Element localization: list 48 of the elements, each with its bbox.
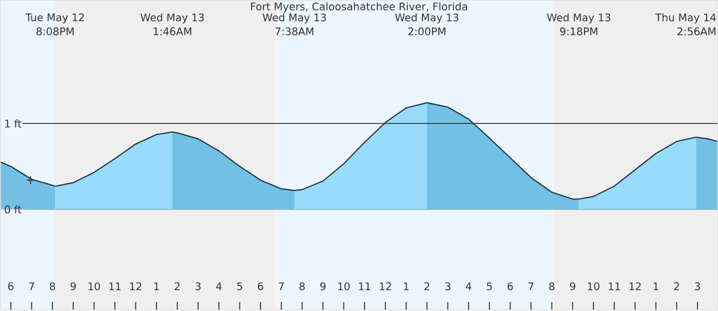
x-tick-label: 8	[549, 282, 554, 290]
annotation: Wed May 13	[140, 14, 204, 24]
x-tick-label: 7	[278, 282, 284, 290]
x-tick-label: 12	[130, 282, 142, 290]
x-tick-label: 11	[608, 282, 620, 290]
x-tick-label: 8	[50, 282, 56, 290]
x-tick-label: 6	[508, 282, 513, 290]
annotation: 8:08PM	[36, 28, 74, 36]
x-tick-label: 12	[630, 282, 641, 290]
x-tick-label: 3	[694, 282, 700, 290]
chart-title: Fort Myers, Caloosahatchee River, Florida	[251, 2, 468, 13]
x-tick-label: 9	[320, 282, 326, 290]
x-tick-label: 1	[404, 282, 409, 290]
x-tick-label: 10	[338, 282, 350, 290]
x-tick-label: 2	[174, 282, 180, 290]
annotation: Wed May 13	[395, 14, 458, 24]
annotation: Wed May 13	[262, 14, 326, 24]
x-tick-label: 6	[258, 282, 264, 290]
annotation: 2:56AM	[678, 28, 716, 36]
x-tick-label: 2	[674, 282, 679, 290]
x-tick-label: 5	[486, 282, 492, 290]
annotation: Wed May 13	[547, 14, 610, 24]
annotation: 9:18PM	[560, 28, 598, 36]
x-tick-label: 11	[109, 282, 121, 290]
x-tick-label: 11	[359, 282, 370, 290]
x-tick-label: 1	[154, 282, 159, 290]
annotation: 1:46AM	[154, 28, 192, 36]
x-tick-label: 8	[300, 282, 305, 290]
annotation: Tue May 12	[25, 14, 84, 24]
x-tick-label: 7	[29, 282, 34, 290]
y-tick-label: 1 ft	[5, 120, 22, 128]
x-tick-label: 3	[445, 282, 450, 290]
x-tick-label: 5	[237, 282, 242, 290]
x-tick-label: 10	[588, 282, 600, 290]
annotation: 2:00PM	[408, 28, 446, 36]
x-tick-label: 1	[654, 282, 658, 290]
x-tick-label: 7	[528, 282, 534, 290]
x-tick-label: 2	[424, 282, 430, 290]
x-tick-label: 10	[88, 282, 100, 290]
x-tick-label: 3	[196, 282, 201, 290]
annotation: Thu May 14	[655, 14, 716, 24]
x-tick-label: 9	[70, 282, 76, 290]
x-tick-label: 4	[466, 282, 472, 290]
x-tick-label: 12	[380, 282, 391, 290]
x-tick-label: 4	[216, 282, 222, 290]
annotation: 7:38AM	[276, 28, 314, 36]
x-tick-label: 9	[570, 282, 576, 290]
x-tick-label: 6	[8, 282, 14, 290]
